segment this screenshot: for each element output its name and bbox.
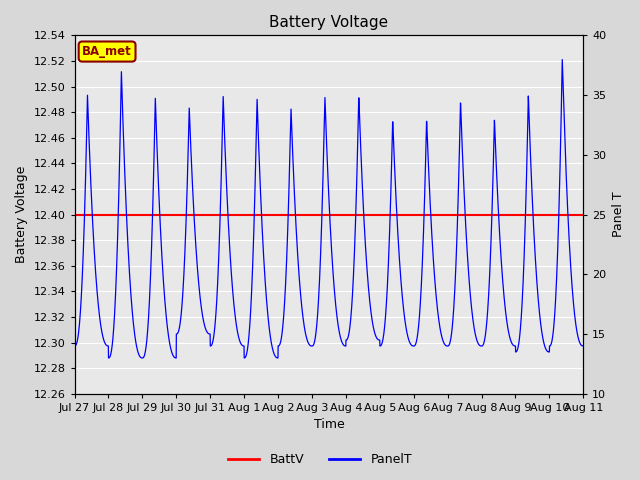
Text: BA_met: BA_met — [82, 45, 132, 58]
Legend: BattV, PanelT: BattV, PanelT — [223, 448, 417, 471]
Title: Battery Voltage: Battery Voltage — [269, 15, 388, 30]
X-axis label: Time: Time — [314, 419, 344, 432]
Y-axis label: Battery Voltage: Battery Voltage — [15, 166, 28, 263]
Y-axis label: Panel T: Panel T — [612, 192, 625, 238]
